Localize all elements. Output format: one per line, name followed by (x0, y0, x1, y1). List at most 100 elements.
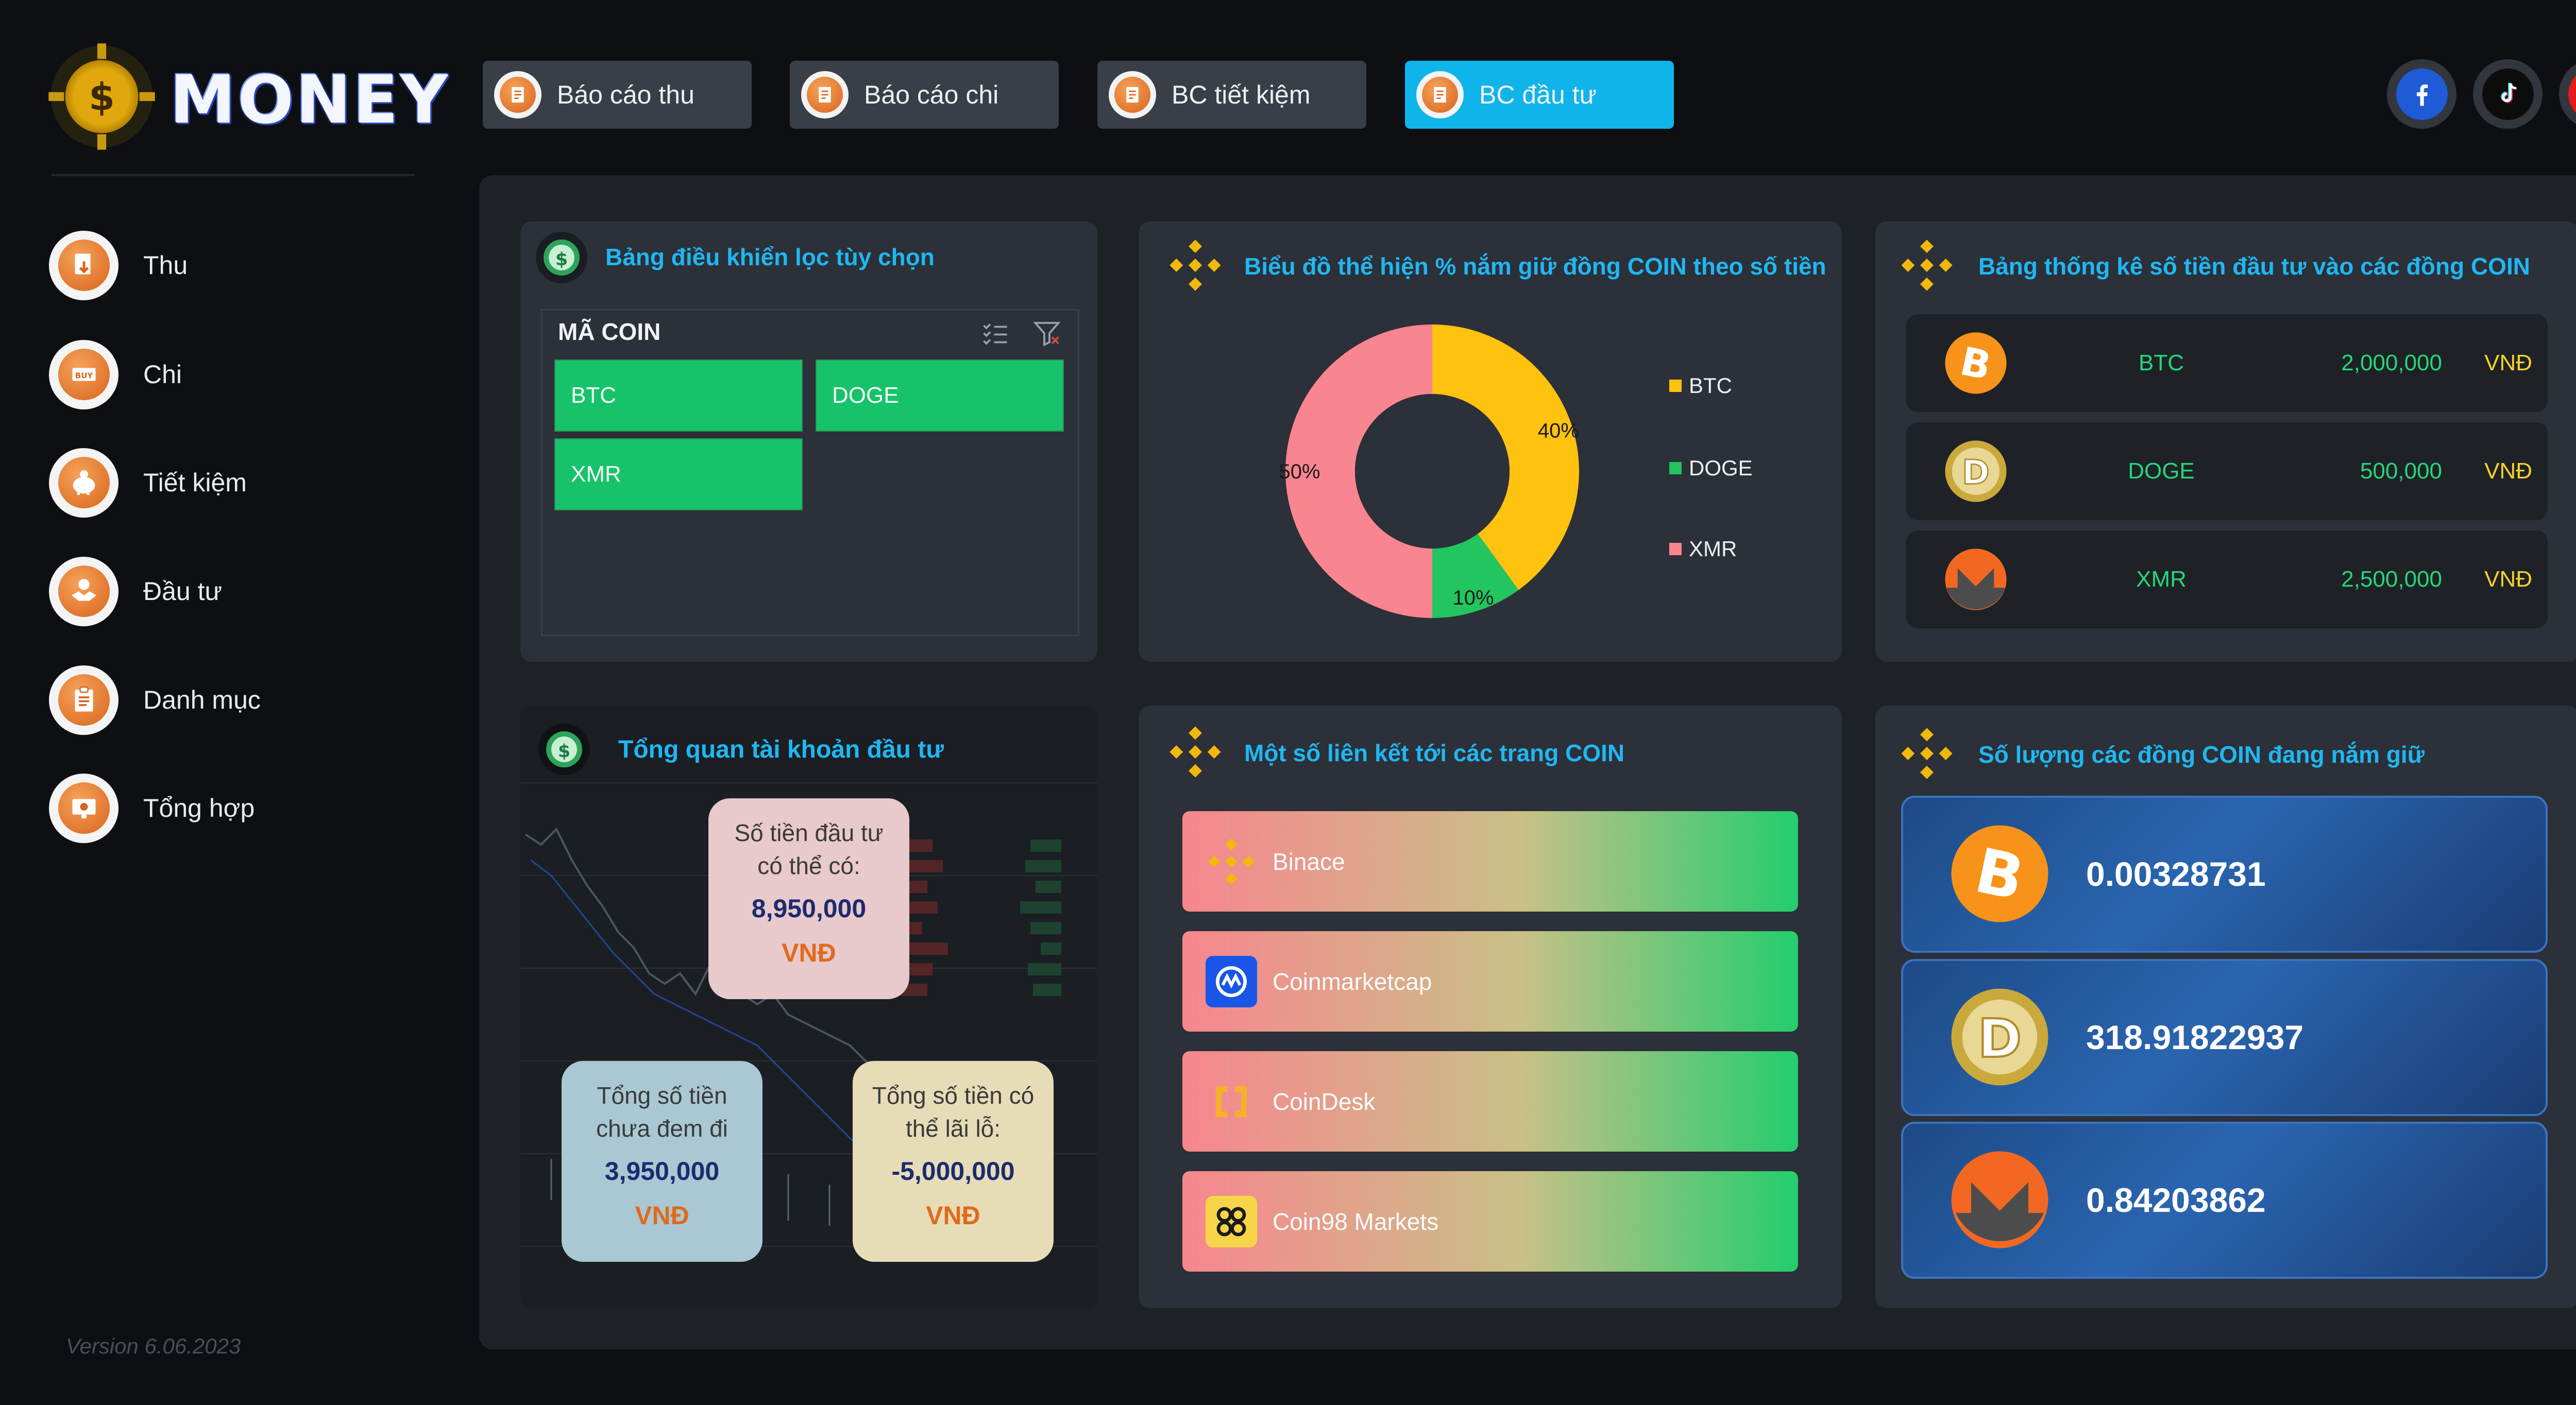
slicer-header: MÃ COIN (558, 318, 661, 345)
profit-loss-card: Tổng số tiền có thể lãi lỗ: -5,000,000 V… (853, 1061, 1054, 1262)
legend-label: XMR (1689, 537, 1737, 561)
tab-bao-cao-thu[interactable]: Báo cáo thu (483, 61, 752, 129)
tiktok-button[interactable] (2473, 59, 2543, 129)
binance-logo-icon (1901, 728, 1953, 779)
holding-card-doge: D 318.91822937 (1901, 959, 2548, 1116)
filter-chip-btc[interactable]: BTC (554, 359, 803, 432)
sidebar-item-chi[interactable]: BUY Chi (49, 336, 410, 413)
money-bag-icon: $ (538, 724, 590, 775)
holding-percent-chart-panel: Biểu đồ thể hiện % nắm giữ đồng COIN the… (1139, 221, 1842, 662)
version-label: Version 6.06.2023 (66, 1334, 241, 1358)
card-unit: VNĐ (926, 1201, 980, 1230)
multi-select-icon[interactable] (980, 318, 1011, 349)
clear-filter-icon[interactable] (1031, 318, 1062, 349)
youtube-icon (2568, 68, 2576, 120)
app-name: MONEY (170, 62, 450, 139)
card-value: -5,000,000 (891, 1157, 1015, 1186)
bitcoin-icon: B (1945, 332, 2007, 394)
stat-row-doge: D DOGE 500,000 VNĐ (1906, 422, 2548, 520)
link-coinmarketcap[interactable]: Coinmarketcap (1182, 931, 1798, 1032)
stat-coin-name: XMR (2136, 567, 2187, 592)
panel-title: Một số liên kết tới các trang COIN (1244, 740, 1625, 766)
panel-title: Tổng quan tài khoản đầu tư (618, 736, 944, 763)
sidebar-item-label: Đầu tư (143, 577, 222, 606)
facebook-button[interactable] (2387, 59, 2456, 129)
expense-icon: BUY (58, 349, 110, 400)
svg-text:BUY: BUY (75, 371, 93, 381)
coin-links-panel: Một số liên kết tới các trang COIN Binac… (1139, 706, 1842, 1308)
panel-title: Số lượng các đồng COIN đang nắm giữ (1978, 741, 2425, 768)
legend-item-xmr: XMR (1669, 537, 1737, 561)
sidebar: $ MONEY Thu BUY Chi Tiết kiệm Đ (0, 0, 448, 1405)
sidebar-item-thu[interactable]: Thu (49, 227, 410, 304)
panel-title: Biểu đồ thể hiện % nắm giữ đồng COIN the… (1244, 253, 1826, 280)
dogecoin-icon: D (1951, 988, 2048, 1086)
tiktok-icon (2482, 68, 2534, 120)
panel-title: Bảng thống kê số tiền đầu tư vào các đồn… (1978, 253, 2530, 280)
link-label: Coinmarketcap (1273, 968, 1432, 995)
sidebar-item-dau-tu[interactable]: Đầu tư (49, 553, 410, 630)
bitcoin-icon: B (1951, 825, 2048, 922)
holding-amount: 0.00328731 (2086, 855, 2266, 893)
card-label: Tổng số tiền có (872, 1082, 1035, 1109)
monero-icon (1951, 1151, 2048, 1248)
dollar-coin-icon: $ (48, 43, 155, 150)
dashboard-main: $ Bảng điều khiển lọc tùy chọn MÃ COIN B… (479, 175, 2576, 1349)
svg-text:$: $ (555, 249, 568, 270)
stat-coin-name: DOGE (2128, 458, 2195, 484)
card-label: thể lãi lỗ: (905, 1115, 1001, 1142)
handshake-coin-icon (58, 566, 110, 617)
tab-label: BC tiết kiệm (1172, 80, 1311, 109)
tab-bc-tiet-kiem[interactable]: BC tiết kiệm (1097, 61, 1366, 129)
card-value: 3,950,000 (604, 1157, 720, 1186)
link-label: Coin98 Markets (1273, 1208, 1439, 1235)
link-binance[interactable]: Binace (1182, 811, 1798, 912)
stat-unit: VNĐ (2484, 350, 2532, 375)
panel-title: Bảng điều khiển lọc tùy chọn (605, 244, 935, 270)
sidebar-item-tong-hop[interactable]: Tổng hợp (49, 769, 410, 847)
filter-chip-xmr[interactable]: XMR (554, 438, 803, 510)
link-label: Binace (1273, 848, 1345, 875)
coin-slicer: MÃ COIN BTC DOGE XMR (541, 309, 1079, 636)
sidebar-item-label: Thu (143, 251, 188, 280)
svg-text:$: $ (558, 741, 570, 762)
binance-icon (1206, 836, 1257, 887)
coinmarketcap-icon (1206, 955, 1257, 1007)
link-label: CoinDesk (1273, 1088, 1376, 1115)
sidebar-item-label: Danh mục (143, 686, 261, 714)
tab-bc-dau-tu[interactable]: BC đầu tư (1405, 61, 1674, 129)
link-coin98[interactable]: Coin98 Markets (1182, 1171, 1798, 1272)
stat-unit: VNĐ (2484, 458, 2532, 484)
uninvested-total-card: Tổng số tiền chưa đem đi 3,950,000 VNĐ (562, 1061, 762, 1262)
app-logo[interactable]: $ MONEY (36, 36, 448, 160)
link-coindesk[interactable]: CoinDesk (1182, 1051, 1798, 1152)
sidebar-item-label: Tiết kiệm (143, 468, 247, 497)
filter-panel: $ Bảng điều khiển lọc tùy chọn MÃ COIN B… (520, 221, 1097, 662)
stat-row-btc: B BTC 2,000,000 VNĐ (1906, 314, 2548, 412)
stat-amount: 2,500,000 (2341, 567, 2442, 592)
card-unit: VNĐ (782, 938, 836, 967)
report-icon (1422, 77, 1458, 113)
money-settings-icon: $ (536, 232, 587, 283)
sidebar-item-danh-muc[interactable]: Danh mục (49, 661, 410, 739)
monitor-chart-icon (58, 782, 110, 834)
sidebar-divider (52, 174, 415, 176)
sidebar-item-tiet-kiem[interactable]: Tiết kiệm (49, 444, 410, 521)
report-icon (500, 77, 536, 113)
card-unit: VNĐ (635, 1201, 689, 1230)
coin-holdings-panel: Số lượng các đồng COIN đang nắm giữ B 0.… (1875, 706, 2576, 1308)
binance-logo-icon (1170, 239, 1221, 291)
card-label: chưa đem đi (596, 1115, 728, 1142)
legend-label: BTC (1689, 373, 1732, 398)
coin98-icon (1206, 1195, 1257, 1247)
stat-coin-name: BTC (2139, 350, 2184, 375)
available-investment-card: Số tiền đầu tư có thể có: 8,950,000 VNĐ (708, 798, 909, 999)
donut-slice-doge (1432, 534, 1519, 618)
stat-amount: 2,000,000 (2341, 350, 2442, 375)
tab-bao-cao-chi[interactable]: Báo cáo chi (790, 61, 1059, 129)
card-value: 8,950,000 (751, 894, 867, 923)
coindesk-icon (1206, 1076, 1257, 1127)
filter-chip-doge[interactable]: DOGE (816, 359, 1064, 432)
binance-logo-icon (1170, 726, 1221, 778)
youtube-button[interactable] (2559, 59, 2576, 129)
